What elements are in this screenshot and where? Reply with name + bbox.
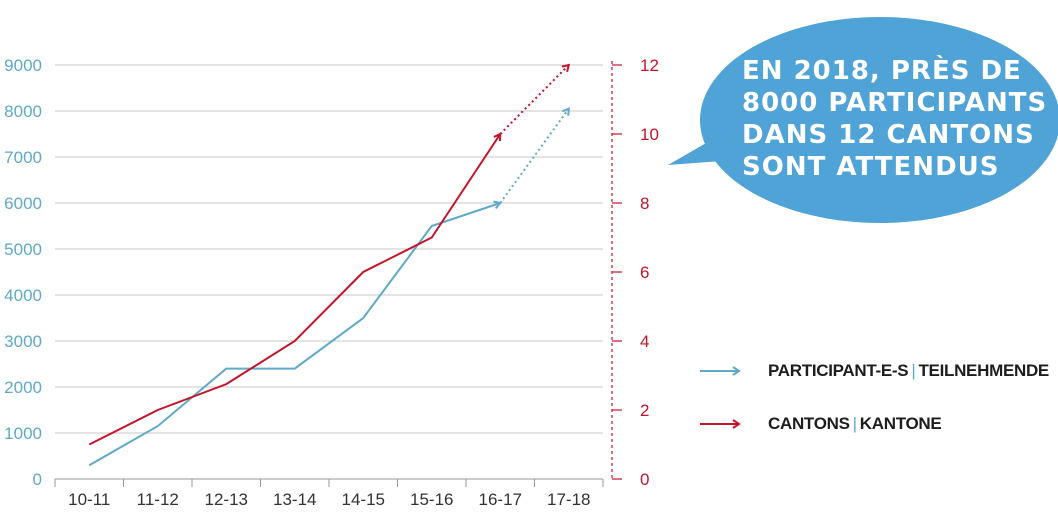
callout-line-4: SONT ATTENDUS (742, 152, 1000, 182)
legend-arrow-participants (700, 366, 741, 376)
y-left-tick-label: 1000 (4, 424, 42, 443)
speech-bubble-body (700, 17, 1058, 223)
series-arrow-head (561, 107, 570, 116)
callout-line-2: 8000 PARTICIPANTS (742, 88, 1048, 118)
y-left-tick-label: 7000 (4, 148, 42, 167)
y-right-tick-label: 8 (640, 194, 649, 213)
legend-separator: | (852, 414, 857, 433)
legend-label-cantons: CANTONS (768, 414, 850, 433)
x-tick-label: 12-13 (205, 490, 248, 509)
legend-label-participants: PARTICIPANT-E-S (768, 361, 909, 380)
series-arrow-head (493, 132, 502, 142)
legend-item-cantons: CANTONS | KANTONE (700, 414, 942, 434)
grid-lines (55, 64, 603, 434)
series-line-cantons (88, 133, 502, 446)
legend-arrow-cantons (700, 419, 741, 429)
legend-label-kantone: KANTONE (859, 414, 942, 433)
legend-separator: | (911, 361, 916, 380)
series-arrow-head (493, 200, 503, 210)
y-left-tick-label: 5000 (4, 240, 42, 259)
series-line-participants (88, 202, 501, 467)
x-tick-label: 13-14 (273, 490, 316, 509)
y-right-tick-label: 6 (640, 263, 649, 282)
y-left-tick-label: 9000 (4, 56, 42, 75)
y-right-tick-label: 10 (640, 125, 659, 144)
speech-bubble-tail (668, 135, 735, 165)
y-left-tick-label: 3000 (4, 332, 42, 351)
y-right-tick-label: 12 (640, 56, 659, 75)
y-left-tick-label: 8000 (4, 102, 42, 121)
series-projection-cantons (499, 64, 570, 135)
callout-line-3: DANS 12 CANTONS (742, 120, 1035, 150)
x-tick-label: 14-15 (342, 490, 385, 509)
series-arrow-head (561, 63, 571, 73)
y-right-tick-label: 0 (640, 470, 649, 489)
series-lines (88, 63, 571, 467)
speech-bubble (668, 17, 1058, 223)
legend-label-teilnehmende: TEILNEHMENDE (918, 361, 1049, 380)
y-left-tick-label: 6000 (4, 194, 42, 213)
axes: 0 1000 2000 3000 4000 5000 6000 7000 8000 9000 10-… (4, 56, 659, 509)
legend-item-participants: PARTICIPANT-E-S | TEILNEHMENDE (700, 361, 1049, 381)
callout-text: EN 2018, PRÈS DE 8000 PARTICIPANTS DANS … (742, 55, 1052, 183)
x-tick-label: 17-18 (547, 490, 590, 509)
x-tick-label: 11-12 (137, 490, 179, 509)
y-left-tick-label: 0 (33, 470, 42, 489)
x-tick-label: 16-17 (479, 490, 522, 509)
x-tick-label: 10-11 (68, 490, 110, 509)
callout-line-1: EN 2018, PRÈS DE (742, 56, 1022, 86)
y-right-tick-label: 2 (640, 401, 649, 420)
x-tick-label: 15-16 (410, 490, 453, 509)
y-left-tick-label: 4000 (4, 286, 42, 305)
y-right-tick-label: 4 (640, 332, 649, 351)
y-left-tick-label: 2000 (4, 378, 42, 397)
